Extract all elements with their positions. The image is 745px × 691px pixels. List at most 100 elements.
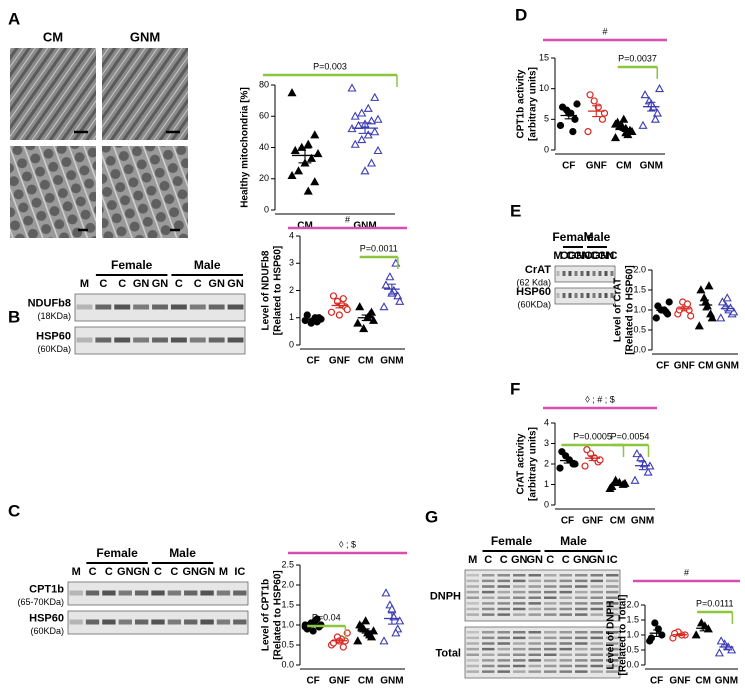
data-point [687,312,695,320]
blot-band [513,653,526,656]
blot-band [497,631,510,634]
blot-band [513,590,526,594]
blot-band [606,607,619,611]
blot-band [528,607,541,611]
lane-label: GN [199,566,216,578]
data-point [303,139,313,148]
blot-band [575,596,588,599]
blot-band [606,631,619,634]
data-point [583,446,591,454]
blot-band [590,602,603,605]
data-point [395,616,405,625]
data-point [357,108,367,117]
data-point [691,630,701,639]
blot-band [590,664,603,668]
blot-band [114,304,131,310]
data-point [366,158,377,167]
y-tick-label: 0.0 [633,344,646,354]
data-point [694,321,704,330]
blot-band [466,670,479,673]
significance-label: # [602,26,607,36]
blot-band [102,619,116,625]
y-tick-label: 15 [539,52,549,62]
y-axis-label: Level of CrAT [613,278,624,342]
blot-band [151,590,165,596]
blot-band [85,619,100,625]
y-axis-label: [Related to HSP60] [273,246,284,335]
blot-band [466,631,479,634]
y-tick-label: 1.5 [281,599,294,609]
panel-letter: C [8,501,20,520]
blot-band [574,271,578,276]
data-point [696,285,706,294]
blot-band [497,607,510,611]
data-point [607,481,617,490]
blot-band [606,574,619,577]
blot-band [610,271,614,276]
blot-band [574,293,578,298]
data-point [379,302,389,311]
lane-label: M [219,566,228,578]
y-axis-label: Level of NDUFb8 [261,250,272,330]
lane-label: M [468,554,477,566]
blot-band [528,602,541,605]
data-point [387,604,397,613]
row-label: HSP60 [516,286,551,298]
blot-band [575,579,588,583]
x-tick-label: GNM [716,361,739,372]
blot-band [528,664,541,668]
data-point [360,166,370,175]
lane-label: GN [568,250,585,262]
significance-label: P=0.0037 [618,53,657,63]
lane-label: GN [598,250,615,262]
blot-band [513,659,526,662]
blot-band [497,647,510,651]
blot-band [233,619,247,625]
blot-band [528,647,541,651]
lane-label: IC [607,554,618,566]
data-point [306,153,317,162]
blot-band [497,642,510,645]
x-tick-label: CM [297,221,313,232]
y-tick-label: 2 [544,458,549,468]
blot-band [606,602,619,605]
blot-band [544,664,557,668]
data-point [350,111,360,120]
blot-band [497,579,510,583]
y-tick-label: 2.5 [281,559,294,569]
blot-band [233,590,247,596]
blot-band [544,653,557,656]
lane-label: C [584,250,592,262]
blot-band [559,574,572,577]
y-tick-label: 0 [544,499,549,509]
image-title: GNM [130,29,160,44]
lane-label: M [72,566,81,578]
data-point [696,618,706,627]
lane-label: M [80,278,89,290]
significance-label: P=0.003 [313,61,347,71]
blot-band [513,670,526,673]
significance-label: P=0.0005 [573,431,612,441]
lane-label: C [170,566,178,578]
lane-label: GN [574,250,591,262]
lane-label: GN [152,278,169,290]
x-tick-label: GNM [715,676,738,687]
blot-band [562,293,566,298]
blot-band [208,337,225,343]
blot-band [184,619,198,625]
blot-band [590,585,603,588]
data-point [395,296,405,305]
lane-label: GN [589,554,606,566]
blot-band [598,293,602,298]
series [287,88,323,195]
panel-letter: B [8,307,20,326]
blot-band [606,647,619,651]
data-point [573,100,581,108]
blot-band [544,602,557,605]
blot-band [575,642,588,645]
y-tick-label: 2 [289,285,294,295]
y-axis-label: Healthy mitochondria [%] [240,87,251,208]
blot-band [590,579,603,583]
blot-band [513,642,526,645]
blot-band [575,613,588,616]
